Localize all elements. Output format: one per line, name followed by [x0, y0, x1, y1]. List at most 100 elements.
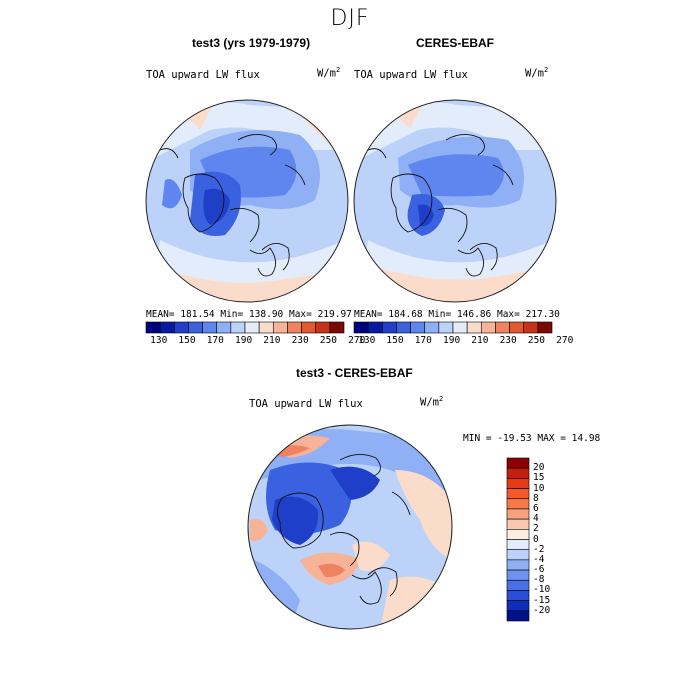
colorbar-swatch — [202, 321, 218, 334]
colorbar-tick-label: 130 — [358, 335, 376, 346]
colorbar-swatch — [495, 321, 510, 334]
units-exponent: 2 — [335, 66, 341, 74]
colorbar-tick-label: 15 — [533, 472, 545, 484]
colorbar-tick-label: 2 — [533, 523, 539, 535]
colorbar-swatch — [216, 321, 232, 334]
colorbar-tick-label: 170 — [414, 335, 432, 346]
colorbar-tick-label: 210 — [471, 335, 489, 346]
colorbar-tick-label: 10 — [533, 482, 545, 494]
season-title: DJF — [330, 6, 370, 31]
diff-map-border — [247, 424, 453, 630]
panel1-title: test3 (yrs 1979-1979) — [192, 36, 311, 50]
colorbar-tick-label: -15 — [533, 594, 551, 606]
panel1-map — [146, 100, 348, 302]
colorbar-swatch — [173, 321, 189, 334]
colorbar-swatch — [244, 321, 260, 334]
colorbar-swatch — [506, 559, 530, 571]
colorbar-swatch — [424, 321, 440, 334]
colorbar-tick-label: 4 — [533, 513, 539, 525]
colorbar-tick-label: 190 — [443, 335, 461, 346]
colorbar-swatch — [509, 321, 525, 334]
colorbar-swatch — [301, 321, 317, 334]
colorbar-tick-label: 20 — [533, 462, 545, 474]
colorbar-swatch — [367, 321, 383, 334]
diff-units: W/m2 — [420, 395, 443, 409]
colorbar-swatch — [438, 321, 454, 334]
panel2-colorbar — [353, 321, 553, 334]
colorbar-swatch — [381, 321, 397, 334]
panel2-map — [354, 100, 556, 302]
diff-variable: TOA upward LW flux — [249, 398, 363, 410]
colorbar-swatch — [272, 321, 288, 334]
colorbar-tick-label: 170 — [206, 335, 224, 346]
diff-map — [248, 425, 452, 629]
colorbar-swatch — [506, 549, 530, 561]
colorbar-swatch — [159, 321, 175, 334]
colorbar-tick-label: 250 — [319, 335, 338, 346]
colorbar-swatch — [506, 508, 530, 520]
panel2-units: W/m2 — [525, 66, 548, 80]
panel1-colorbar — [145, 321, 345, 334]
colorbar-swatch — [452, 321, 468, 334]
colorbar-swatch — [145, 321, 161, 334]
colorbar-swatch — [315, 321, 331, 334]
colorbar-swatch — [396, 321, 411, 334]
colorbar-tick-label: 230 — [291, 335, 309, 346]
colorbar-swatch — [537, 321, 553, 334]
units-exponent: 2 — [438, 395, 444, 403]
diff-title: test3 - CERES-EBAF — [296, 366, 413, 380]
colorbar-swatch — [523, 321, 539, 334]
colorbar-tick-label: 210 — [263, 335, 281, 346]
colorbar-tick-label: 6 — [533, 502, 539, 514]
colorbar-swatch — [410, 321, 426, 334]
diff-colorbar — [506, 457, 530, 622]
colorbar-tick-label: 270 — [556, 335, 574, 346]
colorbar-swatch — [506, 518, 530, 530]
colorbar-tick-label: -8 — [533, 574, 545, 586]
colorbar-swatch — [506, 457, 530, 469]
colorbar-swatch — [506, 488, 530, 500]
colorbar-tick-label: 270 — [348, 335, 366, 346]
units-text: W/m — [420, 396, 439, 409]
diff-stats: MIN = -19.53 MAX = 14.98 — [463, 433, 601, 444]
colorbar-tick-label: 150 — [386, 335, 404, 346]
panel1-variable: TOA upward LW flux — [146, 69, 260, 81]
colorbar-tick-label: 8 — [533, 492, 539, 504]
colorbar-swatch — [287, 321, 302, 334]
colorbar-swatch — [506, 579, 530, 591]
colorbar-tick-label: -4 — [533, 553, 545, 565]
colorbar-swatch — [506, 590, 530, 601]
colorbar-tick-label: 130 — [150, 335, 168, 346]
colorbar-tick-label: 150 — [178, 335, 196, 346]
colorbar-swatch — [466, 321, 482, 334]
colorbar-swatch — [506, 478, 530, 489]
colorbar-swatch — [188, 321, 203, 334]
panel2-variable: TOA upward LW flux — [354, 69, 468, 81]
colorbar-swatch — [506, 498, 530, 510]
colorbar-tick-label: 190 — [235, 335, 253, 346]
panel2-map-border — [353, 99, 557, 303]
panel2-stats: MEAN= 184.68 Min= 146.86 Max= 217.30 — [354, 309, 560, 320]
colorbar-swatch — [353, 321, 369, 334]
panel1-stats: MEAN= 181.54 Min= 138.90 Max= 219.97 — [146, 309, 352, 320]
colorbar-tick-label: 250 — [527, 335, 546, 346]
colorbar-swatch — [506, 569, 530, 581]
colorbar-swatch — [329, 321, 345, 334]
units-text: W/m — [525, 67, 544, 80]
colorbar-swatch — [506, 600, 530, 612]
colorbar-tick-label: -20 — [533, 604, 551, 616]
colorbar-swatch — [506, 529, 530, 540]
panel1-units: W/m2 — [317, 66, 340, 80]
colorbar-tick-label: 0 — [533, 533, 539, 545]
colorbar-swatch — [258, 321, 274, 334]
units-exponent: 2 — [543, 66, 549, 74]
colorbar-tick-label: -10 — [533, 584, 551, 596]
colorbar-swatch — [230, 321, 246, 334]
colorbar-tick-label: -2 — [533, 543, 545, 555]
colorbar-tick-label: -6 — [533, 564, 545, 576]
panel1-map-border — [145, 99, 349, 303]
panel2-title: CERES-EBAF — [416, 36, 495, 50]
colorbar-swatch — [506, 610, 530, 622]
colorbar-tick-label: 230 — [499, 335, 517, 346]
colorbar-swatch — [506, 467, 530, 479]
